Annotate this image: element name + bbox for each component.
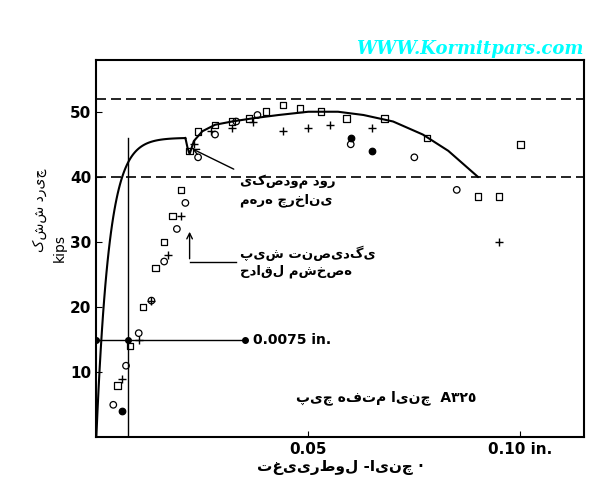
Point — [164, 251, 173, 259]
Point — [108, 401, 118, 409]
Point — [367, 124, 377, 132]
Point — [244, 114, 254, 122]
Point — [422, 134, 432, 142]
Point — [181, 199, 190, 207]
Point — [168, 212, 178, 220]
Point — [125, 342, 135, 350]
Point — [151, 264, 161, 272]
Point — [113, 381, 122, 389]
Point — [206, 127, 216, 135]
Point — [316, 108, 326, 116]
Point — [189, 140, 199, 148]
Point — [473, 192, 483, 200]
Point — [324, 121, 334, 129]
Text: پیش تنصیدگی: پیش تنصیدگی — [240, 245, 376, 260]
Point — [117, 375, 126, 383]
Point — [134, 335, 143, 343]
Point — [138, 303, 147, 311]
Point — [160, 238, 169, 246]
Point — [147, 297, 157, 305]
Point — [494, 238, 504, 246]
Point — [227, 117, 237, 125]
Point — [278, 101, 288, 109]
X-axis label: تغییرطول -اینچ ·: تغییرطول -اینچ · — [257, 460, 423, 475]
Text: 0.0075 in.: 0.0075 in. — [253, 332, 331, 347]
Text: پیچ هفتم اینچ  A٣٢٥: پیچ هفتم اینچ A٣٢٥ — [296, 390, 476, 405]
Text: مهره چرخانی: مهره چرخانی — [240, 193, 333, 207]
Text: WWW.Kormitpars.com: WWW.Kormitpars.com — [356, 40, 584, 58]
Point — [249, 117, 258, 125]
Point — [494, 192, 504, 200]
Text: کشش دریچ: کشش دریچ — [33, 169, 48, 252]
Point — [193, 154, 203, 162]
Point — [134, 329, 143, 337]
Point — [452, 186, 462, 194]
Point — [185, 147, 194, 155]
Point — [172, 225, 182, 233]
Text: حداقل مشخصه: حداقل مشخصه — [240, 265, 353, 278]
Point — [193, 127, 203, 135]
Point — [147, 297, 157, 305]
Point — [303, 124, 313, 132]
Point — [342, 114, 352, 122]
Point — [176, 212, 186, 220]
Point — [261, 108, 271, 116]
Point — [295, 104, 305, 112]
Point — [380, 114, 389, 122]
Point — [121, 362, 131, 370]
Point — [409, 154, 419, 162]
Point — [117, 408, 126, 415]
Point — [515, 140, 525, 148]
Point — [346, 134, 356, 142]
Point — [367, 147, 377, 155]
Point — [210, 131, 220, 139]
Point — [227, 124, 237, 132]
Point — [231, 117, 241, 125]
Text: یکصدوم دور: یکصدوم دور — [240, 173, 336, 187]
Point — [346, 140, 356, 148]
Point — [160, 257, 169, 265]
Point — [210, 121, 220, 129]
Point — [176, 186, 186, 194]
Point — [253, 111, 262, 119]
Point — [278, 127, 288, 135]
Text: kips: kips — [53, 235, 67, 262]
